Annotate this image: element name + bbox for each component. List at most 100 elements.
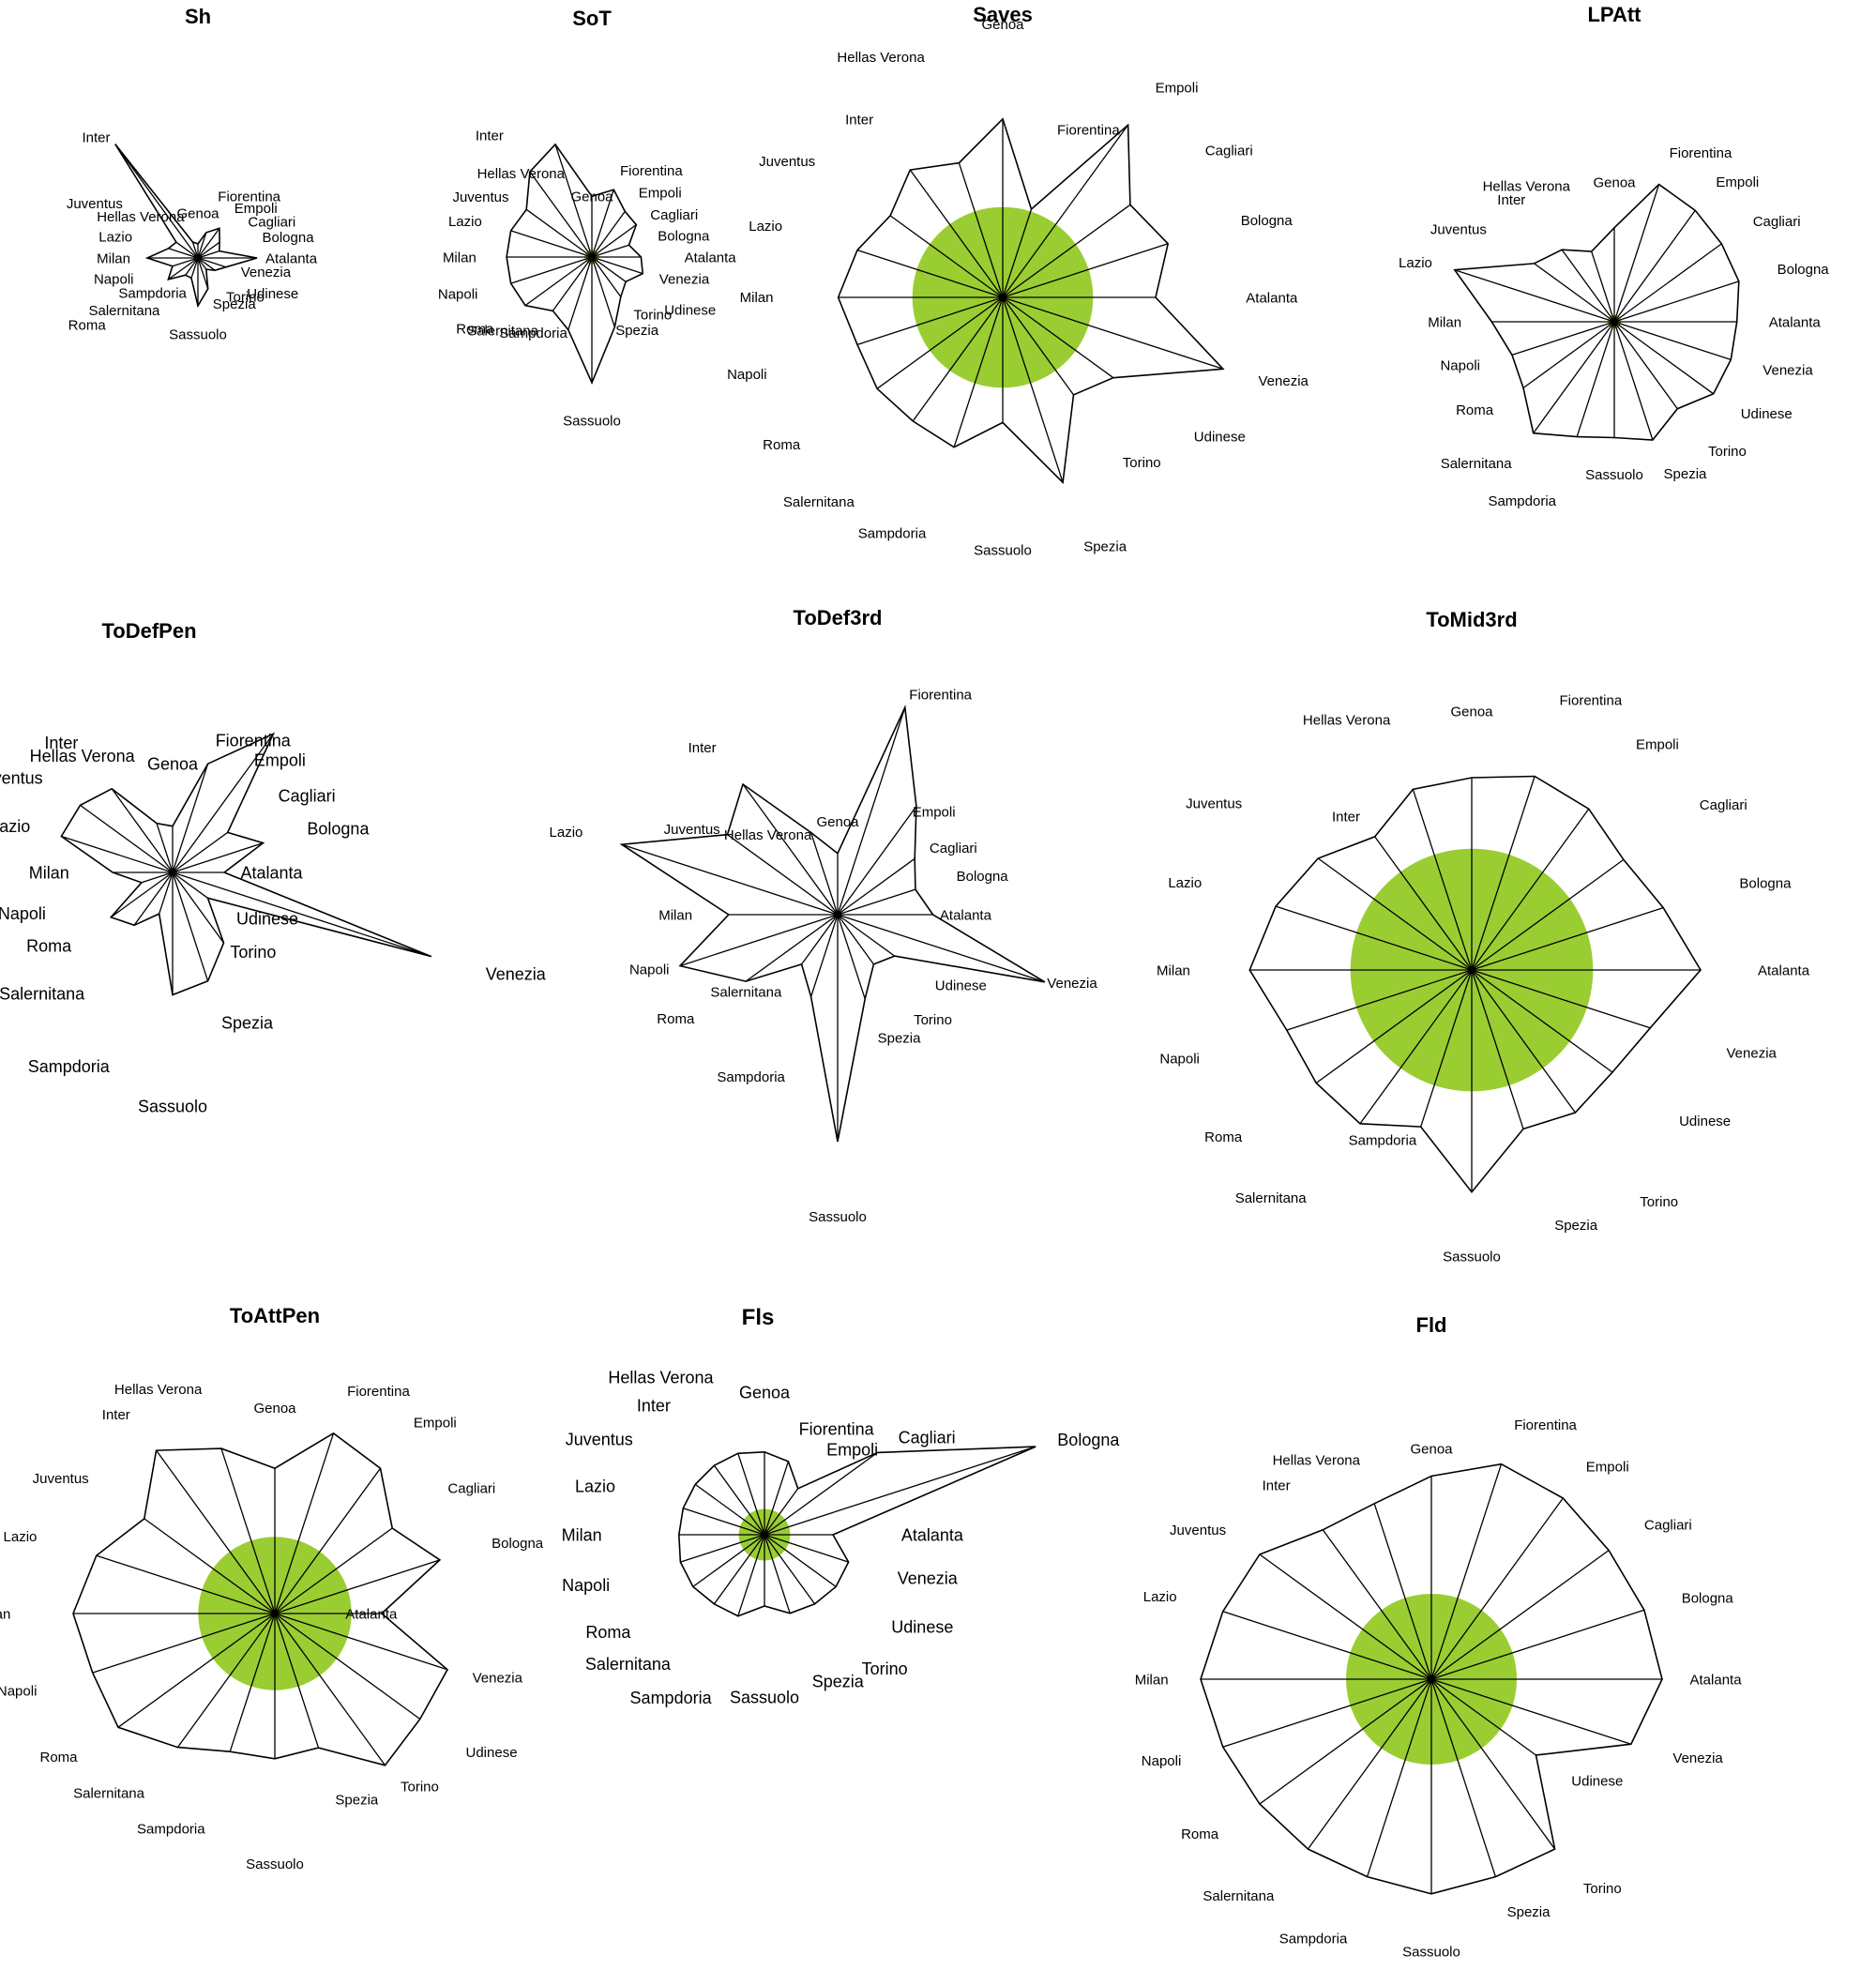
label-fiorentina: Fiorentina: [1057, 123, 1120, 139]
spoke-torino: [274, 1613, 386, 1766]
label-juventus: Juventus: [664, 822, 720, 838]
label-udinese: Udinese: [664, 302, 716, 318]
spoke-cagliari: [1430, 1550, 1610, 1680]
spoke-empoli: [1002, 124, 1129, 298]
label-spezia: Spezia: [1664, 466, 1708, 482]
spoke-salernitana: [713, 1534, 765, 1605]
label-torino: Torino: [862, 1659, 908, 1678]
label-juventus: Juventus: [566, 1430, 633, 1448]
spoke-lazio: [510, 230, 593, 258]
label-roma: Roma: [763, 437, 801, 453]
label-hellas-verona: Hellas Verona: [30, 747, 136, 765]
spoke-fiorentina: [274, 1432, 335, 1614]
label-sampdoria: Sampdoria: [28, 1057, 111, 1076]
spoke-empoli: [274, 1467, 382, 1614]
label-empoli: Empoli: [826, 1440, 878, 1459]
label-empoli: Empoli: [1636, 736, 1679, 752]
spoke-salernitana: [552, 256, 593, 311]
spoke-torino: [1002, 296, 1075, 396]
spoke-udinese: [764, 1534, 837, 1587]
label-torino: Torino: [230, 943, 276, 962]
label-roma: Roma: [39, 1750, 78, 1765]
star-outline: [114, 144, 258, 309]
spoke-roma: [745, 914, 839, 982]
spoke-sampdoria: [953, 296, 1004, 447]
spoke-udinese: [837, 914, 896, 957]
label-cagliari: Cagliari: [1205, 144, 1253, 159]
spoke-bologna: [764, 1446, 1036, 1536]
label-juventus: Juventus: [1430, 221, 1487, 237]
label-sampdoria: Sampdoria: [1279, 1931, 1348, 1947]
spoke-napoli: [141, 871, 174, 884]
label-sampdoria: Sampdoria: [630, 1689, 713, 1707]
label-cagliari: Cagliari: [279, 787, 336, 806]
label-juventus: Juventus: [67, 196, 123, 212]
spoke-juventus: [525, 208, 593, 258]
spoke-empoli: [591, 211, 626, 258]
center-point: [1611, 319, 1617, 325]
label-genoa: Genoa: [816, 814, 859, 830]
spoke-bologna: [172, 841, 264, 873]
label-milan: Milan: [658, 907, 692, 923]
label-inter: Inter: [845, 112, 873, 128]
label-napoli: Napoli: [0, 904, 46, 923]
chart-title: ToAttPen: [230, 1304, 320, 1327]
spoke-cagliari: [764, 1451, 878, 1536]
label-fiorentina: Fiorentina: [620, 163, 683, 179]
spoke-napoli: [1286, 969, 1473, 1031]
label-milan: Milan: [29, 863, 69, 882]
spoke-lazio: [96, 1554, 276, 1614]
label-salernitana: Salernitana: [73, 1786, 145, 1802]
star-outline: [619, 705, 1046, 1143]
label-venezia: Venezia: [1672, 1750, 1723, 1766]
spoke-juventus: [694, 1483, 765, 1536]
spoke-lazio: [61, 835, 174, 873]
label-lazio: Lazio: [575, 1478, 615, 1496]
spoke-juventus: [727, 834, 839, 916]
label-inter: Inter: [44, 734, 78, 752]
spoke-fiorentina: [172, 763, 209, 873]
label-cagliari: Cagliari: [1644, 1517, 1692, 1533]
label-empoli: Empoli: [1156, 80, 1199, 96]
label-spezia: Spezia: [878, 1030, 922, 1046]
label-atalanta: Atalanta: [1769, 314, 1822, 330]
spoke-sampdoria: [190, 257, 199, 279]
spoke-salernitana: [176, 1613, 276, 1748]
center-point: [170, 870, 175, 875]
spoke-lazio: [168, 248, 199, 259]
spoke-spezia: [764, 1534, 791, 1614]
spoke-cagliari: [197, 241, 220, 259]
spoke-torino: [1430, 1678, 1556, 1850]
spoke-juventus: [1534, 263, 1615, 323]
spoke-lazio: [856, 249, 1004, 298]
spoke-empoli: [1613, 209, 1696, 323]
center-point: [589, 254, 595, 260]
spoke-sampdoria: [737, 1534, 765, 1616]
label-torino: Torino: [1583, 1881, 1622, 1897]
label-sampdoria: Sampdoria: [118, 285, 187, 301]
label-hellas-verona: Hellas Verona: [608, 1369, 714, 1387]
label-atalanta: Atalanta: [685, 250, 737, 265]
spoke-venezia: [1002, 296, 1224, 370]
star-outline: [837, 117, 1225, 485]
label-udinese: Udinese: [1741, 406, 1793, 422]
spoke-roma: [1259, 1678, 1432, 1805]
label-hellas-verona: Hellas Verona: [837, 50, 925, 66]
spoke-torino: [1471, 969, 1576, 1114]
label-spezia: Spezia: [1554, 1218, 1598, 1234]
label-sassuolo: Sassuolo: [563, 413, 621, 429]
star-outline: [1248, 775, 1702, 1193]
label-fiorentina: Fiorentina: [909, 688, 972, 704]
spoke-sampdoria: [159, 871, 174, 915]
spoke-roma: [876, 296, 1004, 389]
label-fiorentina: Fiorentina: [1560, 693, 1623, 709]
label-cagliari: Cagliari: [248, 215, 295, 231]
spoke-udinese: [1430, 1678, 1536, 1756]
label-venezia: Venezia: [659, 272, 710, 288]
label-salernitana: Salernitana: [783, 494, 855, 510]
label-napoli: Napoli: [94, 272, 134, 288]
label-genoa: Genoa: [981, 17, 1024, 33]
star-plot-sot: Atalanta Bologna Cagliari Empoli Fiorentina G…: [438, 7, 736, 429]
label-torino: Torino: [633, 307, 672, 323]
